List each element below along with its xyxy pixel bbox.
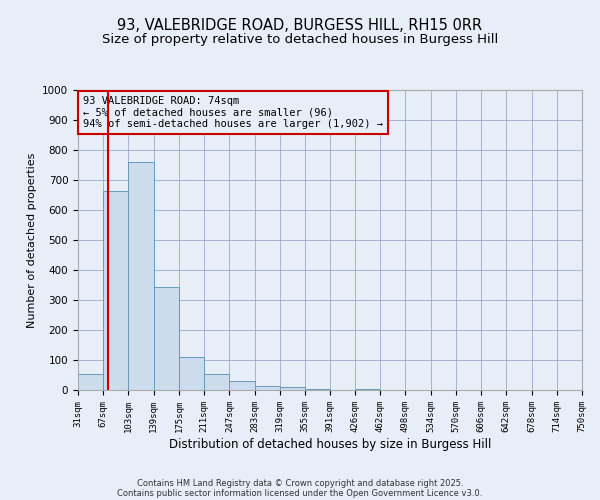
Bar xyxy=(78,374,103,390)
Text: 93 VALEBRIDGE ROAD: 74sqm
← 5% of detached houses are smaller (96)
94% of semi-d: 93 VALEBRIDGE ROAD: 74sqm ← 5% of detach… xyxy=(83,96,383,129)
Text: Contains public sector information licensed under the Open Government Licence v3: Contains public sector information licen… xyxy=(118,488,482,498)
Bar xyxy=(229,381,254,390)
Bar xyxy=(305,388,331,390)
Bar xyxy=(154,286,179,390)
Bar xyxy=(204,374,229,390)
Text: Size of property relative to detached houses in Burgess Hill: Size of property relative to detached ho… xyxy=(102,32,498,46)
Bar xyxy=(103,190,128,390)
Text: Contains HM Land Registry data © Crown copyright and database right 2025.: Contains HM Land Registry data © Crown c… xyxy=(137,478,463,488)
Bar xyxy=(254,386,280,390)
Text: 93, VALEBRIDGE ROAD, BURGESS HILL, RH15 0RR: 93, VALEBRIDGE ROAD, BURGESS HILL, RH15 … xyxy=(118,18,482,32)
Bar xyxy=(179,357,204,390)
X-axis label: Distribution of detached houses by size in Burgess Hill: Distribution of detached houses by size … xyxy=(169,438,491,450)
Y-axis label: Number of detached properties: Number of detached properties xyxy=(26,152,37,328)
Bar xyxy=(355,388,380,390)
Bar xyxy=(128,162,154,390)
Bar xyxy=(280,387,305,390)
